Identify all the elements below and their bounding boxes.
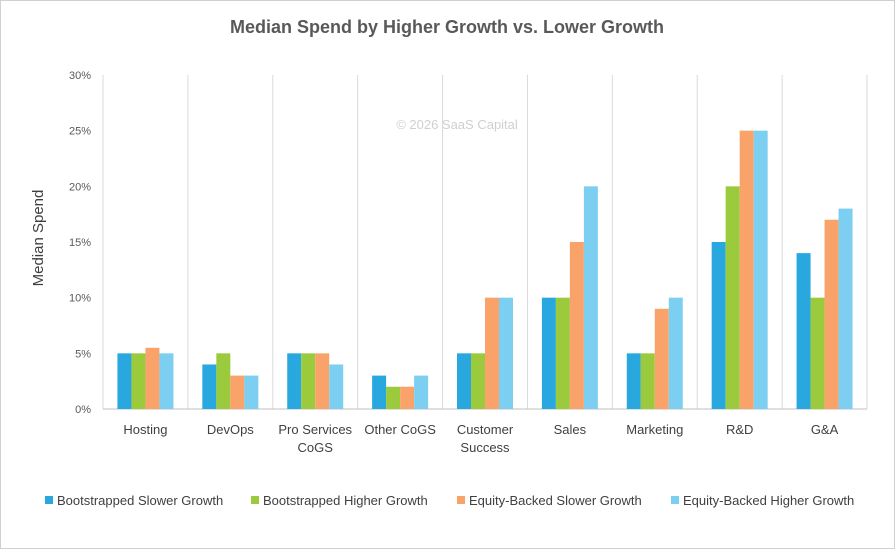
legend-label: Equity-Backed Higher Growth bbox=[683, 493, 854, 508]
legend-label: Bootstrapped Slower Growth bbox=[57, 493, 223, 508]
bar bbox=[244, 375, 259, 409]
y-axis-label: Median Spend bbox=[30, 190, 47, 287]
bar bbox=[485, 297, 499, 409]
bar bbox=[202, 364, 217, 409]
legend: Bootstrapped Slower Growth Bootstrapped H… bbox=[45, 493, 854, 508]
y-tick-label: 20% bbox=[69, 181, 91, 193]
x-tick-label: R&D bbox=[726, 422, 753, 437]
bar bbox=[824, 219, 839, 409]
y-tick-labels: 0% 5% 10% 15% 20% 25% 30% bbox=[69, 70, 91, 416]
x-tick-label: DevOps bbox=[207, 422, 254, 437]
bar bbox=[471, 353, 485, 409]
y-tick-label: 15% bbox=[69, 237, 91, 249]
bar bbox=[386, 386, 401, 409]
bar bbox=[315, 353, 330, 409]
bar bbox=[301, 353, 316, 409]
bar bbox=[414, 375, 429, 409]
bar bbox=[499, 297, 513, 409]
legend-swatch bbox=[457, 496, 465, 504]
x-tick-label: Marketing bbox=[626, 422, 683, 437]
bar bbox=[654, 308, 669, 409]
x-tick-label: Success bbox=[460, 440, 510, 455]
bar bbox=[640, 353, 655, 409]
y-tick-label: 10% bbox=[69, 293, 91, 305]
bar bbox=[796, 253, 811, 409]
legend-label: Equity-Backed Slower Growth bbox=[469, 493, 642, 508]
x-tick-labels: Hosting DevOps Pro Services CoGS Other CoGS C… bbox=[123, 422, 838, 455]
bar bbox=[131, 353, 146, 409]
chart-title: Median Spend by Higher Growth vs. Lower … bbox=[230, 17, 664, 37]
y-tick-label: 5% bbox=[75, 348, 91, 360]
bar bbox=[569, 242, 584, 409]
x-tick-label: G&A bbox=[811, 422, 839, 437]
bar bbox=[287, 353, 302, 409]
x-tick-label: Sales bbox=[554, 422, 587, 437]
bar bbox=[739, 130, 754, 409]
bar bbox=[753, 130, 768, 409]
bar bbox=[711, 242, 726, 409]
bar bbox=[216, 353, 231, 409]
bar bbox=[668, 297, 683, 409]
y-tick-label: 30% bbox=[69, 70, 91, 82]
y-tick-label: 25% bbox=[69, 126, 91, 138]
legend-label: Bootstrapped Higher Growth bbox=[263, 493, 428, 508]
bar bbox=[159, 353, 174, 409]
bar bbox=[329, 364, 344, 409]
bar bbox=[626, 353, 641, 409]
bar bbox=[230, 375, 245, 409]
bar bbox=[145, 347, 160, 409]
bar bbox=[457, 353, 471, 409]
legend-swatch bbox=[45, 496, 53, 504]
bar bbox=[583, 186, 598, 409]
bar bbox=[117, 353, 132, 409]
bar bbox=[372, 375, 387, 409]
legend-swatch bbox=[251, 496, 259, 504]
x-tick-label: Hosting bbox=[123, 422, 167, 437]
bar bbox=[555, 297, 570, 409]
bar-series bbox=[117, 130, 853, 409]
bar bbox=[400, 386, 415, 409]
y-tick-label: 0% bbox=[75, 404, 91, 416]
bar bbox=[810, 297, 825, 409]
x-tick-label: Pro Services bbox=[278, 422, 352, 437]
bar bbox=[838, 208, 853, 409]
watermark: © 2026 SaaS Capital bbox=[396, 117, 518, 132]
x-tick-label: Other CoGS bbox=[364, 422, 436, 437]
legend-swatch bbox=[671, 496, 679, 504]
x-tick-label: CoGS bbox=[298, 440, 334, 455]
bar bbox=[541, 297, 556, 409]
x-tick-label: Customer bbox=[457, 422, 514, 437]
bar bbox=[725, 186, 740, 409]
